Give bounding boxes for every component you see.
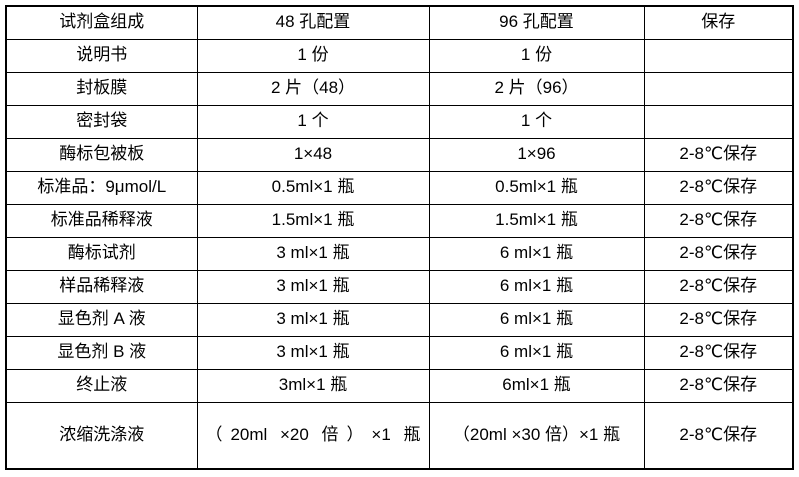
table-row: 终止液 3ml×1 瓶 6ml×1 瓶 2-8℃保存 xyxy=(5,368,794,403)
cell-96-well-amount: 1 份 xyxy=(428,38,645,73)
cell-storage-condition: 2-8℃保存 xyxy=(643,368,794,403)
table-header-row: 试剂盒组成 48 孔配置 96 孔配置 保存 xyxy=(5,5,794,40)
column-header-96-well: 96 孔配置 xyxy=(428,5,645,40)
cell-48-well-amount: 3 ml×1 瓶 xyxy=(196,236,430,271)
cell-48-well-amount: 1×48 xyxy=(196,137,430,172)
cell-48-well-amount: 1 份 xyxy=(196,38,430,73)
cell-component-name: 浓缩洗涤液 xyxy=(5,401,198,470)
table-row: 说明书 1 份 1 份 xyxy=(5,38,794,73)
table-row: 密封袋 1 个 1 个 xyxy=(5,104,794,139)
cell-component-name: 标准品稀释液 xyxy=(5,203,198,238)
table-row: 显色剂 A 液 3 ml×1 瓶 6 ml×1 瓶 2-8℃保存 xyxy=(5,302,794,337)
cell-storage-condition xyxy=(643,71,794,106)
cell-96-well-amount: （20ml ×30 倍）×1 瓶 xyxy=(428,401,645,470)
cell-storage-condition: 2-8℃保存 xyxy=(643,335,794,370)
cell-storage-condition: 2-8℃保存 xyxy=(643,236,794,271)
table-body: 试剂盒组成 48 孔配置 96 孔配置 保存 说明书 1 份 1 份 封板膜 2… xyxy=(5,5,794,470)
column-header-storage: 保存 xyxy=(643,5,794,40)
table-row: 酶标包被板 1×48 1×96 2-8℃保存 xyxy=(5,137,794,172)
table-row: 显色剂 B 液 3 ml×1 瓶 6 ml×1 瓶 2-8℃保存 xyxy=(5,335,794,370)
cell-48-well-amount: 1.5ml×1 瓶 xyxy=(196,203,430,238)
table-row: 标准品：9μmol/L 0.5ml×1 瓶 0.5ml×1 瓶 2-8℃保存 xyxy=(5,170,794,205)
cell-48-well-amount: 1 个 xyxy=(196,104,430,139)
cell-96-well-amount: 6ml×1 瓶 xyxy=(428,368,645,403)
cell-48-well-amount: 3 ml×1 瓶 xyxy=(196,269,430,304)
cell-component-name: 样品稀释液 xyxy=(5,269,198,304)
cell-storage-condition xyxy=(643,38,794,73)
cell-storage-condition xyxy=(643,104,794,139)
cell-storage-condition: 2-8℃保存 xyxy=(643,137,794,172)
cell-48-well-amount: 0.5ml×1 瓶 xyxy=(196,170,430,205)
column-header-kit-composition: 试剂盒组成 xyxy=(5,5,198,40)
cell-storage-condition: 2-8℃保存 xyxy=(643,170,794,205)
table-row: 样品稀释液 3 ml×1 瓶 6 ml×1 瓶 2-8℃保存 xyxy=(5,269,794,304)
cell-96-well-amount: 1 个 xyxy=(428,104,645,139)
cell-storage-condition: 2-8℃保存 xyxy=(643,269,794,304)
cell-component-name: 酶标试剂 xyxy=(5,236,198,271)
cell-component-name: 显色剂 B 液 xyxy=(5,335,198,370)
cell-48-well-amount: （20ml ×20 倍）×1 瓶 xyxy=(196,401,430,470)
table-row: 酶标试剂 3 ml×1 瓶 6 ml×1 瓶 2-8℃保存 xyxy=(5,236,794,271)
cell-48-well-amount: 3 ml×1 瓶 xyxy=(196,302,430,337)
cell-96-well-amount: 1.5ml×1 瓶 xyxy=(428,203,645,238)
cell-96-well-amount: 6 ml×1 瓶 xyxy=(428,236,645,271)
kit-composition-table-container: 试剂盒组成 48 孔配置 96 孔配置 保存 说明书 1 份 1 份 封板膜 2… xyxy=(5,5,794,470)
cell-48-well-amount: 3 ml×1 瓶 xyxy=(196,335,430,370)
cell-component-name: 终止液 xyxy=(5,368,198,403)
cell-96-well-amount: 6 ml×1 瓶 xyxy=(428,269,645,304)
cell-component-name: 封板膜 xyxy=(5,71,198,106)
column-header-48-well: 48 孔配置 xyxy=(196,5,430,40)
cell-storage-condition: 2-8℃保存 xyxy=(643,302,794,337)
cell-96-well-amount: 6 ml×1 瓶 xyxy=(428,302,645,337)
cell-96-well-amount: 2 片（96） xyxy=(428,71,645,106)
cell-component-name: 显色剂 A 液 xyxy=(5,302,198,337)
table-row: 标准品稀释液 1.5ml×1 瓶 1.5ml×1 瓶 2-8℃保存 xyxy=(5,203,794,238)
cell-component-name: 标准品：9μmol/L xyxy=(5,170,198,205)
table-row: 浓缩洗涤液 （20ml ×20 倍）×1 瓶 （20ml ×30 倍）×1 瓶 … xyxy=(5,401,794,470)
cell-48-well-amount: 2 片（48） xyxy=(196,71,430,106)
cell-48-well-amount: 3ml×1 瓶 xyxy=(196,368,430,403)
table-row: 封板膜 2 片（48） 2 片（96） xyxy=(5,71,794,106)
kit-composition-table: 试剂盒组成 48 孔配置 96 孔配置 保存 说明书 1 份 1 份 封板膜 2… xyxy=(5,5,794,470)
cell-component-name: 酶标包被板 xyxy=(5,137,198,172)
cell-96-well-amount: 6 ml×1 瓶 xyxy=(428,335,645,370)
cell-storage-condition: 2-8℃保存 xyxy=(643,401,794,470)
cell-96-well-amount: 1×96 xyxy=(428,137,645,172)
cell-component-name: 说明书 xyxy=(5,38,198,73)
cell-96-well-amount: 0.5ml×1 瓶 xyxy=(428,170,645,205)
cell-component-name: 密封袋 xyxy=(5,104,198,139)
cell-storage-condition: 2-8℃保存 xyxy=(643,203,794,238)
